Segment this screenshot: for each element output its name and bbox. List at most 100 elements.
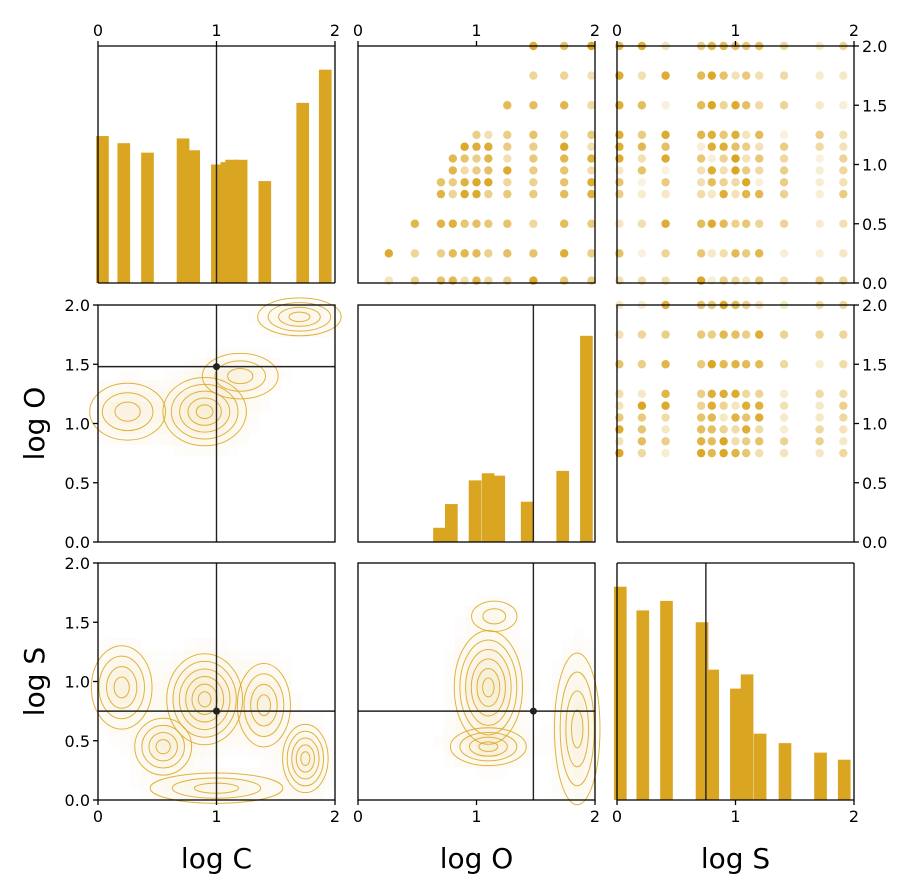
heat-cell <box>562 789 574 801</box>
heat-cell <box>205 681 217 693</box>
heat-cell <box>227 412 239 424</box>
heat-cell <box>173 724 185 736</box>
heat-cell <box>584 713 595 725</box>
scatter-point <box>637 448 647 458</box>
scatter-point <box>661 389 670 399</box>
heat-cell <box>97 423 109 435</box>
heat-cell <box>173 767 185 779</box>
hist-bar <box>141 152 154 283</box>
heat-cell <box>237 778 249 790</box>
heat-cell <box>444 725 455 736</box>
contour-line <box>214 360 266 392</box>
hist-bar <box>730 688 743 800</box>
heat-cell <box>454 638 466 650</box>
hist-bar <box>481 473 495 542</box>
scatter-point <box>448 249 457 258</box>
heat-cell <box>497 638 509 650</box>
heat-cell <box>227 713 239 725</box>
heat-cell <box>216 735 228 747</box>
heat-cell <box>509 628 520 639</box>
heat-cell <box>476 724 488 736</box>
heat-cell <box>519 692 531 704</box>
y-tick-label: 1.0 <box>65 415 90 434</box>
scatter-point <box>707 389 716 399</box>
contour-line <box>559 671 595 787</box>
scatter-point <box>741 178 751 187</box>
heat-cell <box>497 659 509 671</box>
scatter-point <box>815 249 824 258</box>
scatter-point <box>637 389 647 399</box>
scatter-point <box>696 142 706 151</box>
hist-bar <box>636 610 650 800</box>
heat-cell <box>151 412 163 424</box>
scatter-point <box>839 130 848 140</box>
scatter-point <box>460 189 469 199</box>
heat-cell <box>573 670 585 682</box>
heat-cell <box>152 660 163 671</box>
scatter-point <box>815 219 824 228</box>
scatter-point <box>529 189 538 199</box>
heat-cell <box>206 757 217 768</box>
heat-cell <box>259 659 271 671</box>
heat-cell <box>508 659 520 671</box>
scatter-point <box>731 413 740 422</box>
scatter-point <box>731 401 740 410</box>
heat-cell <box>519 670 531 682</box>
heat-cell <box>216 638 227 649</box>
heat-cell <box>248 369 260 381</box>
heat-cell <box>584 681 595 693</box>
hist-bar <box>445 504 458 542</box>
scatter-point <box>719 166 728 175</box>
scatter-point <box>661 154 670 163</box>
contour-line <box>114 401 141 422</box>
scatter-point <box>719 130 728 140</box>
scatter-point <box>815 166 824 175</box>
heat-cell <box>281 767 292 779</box>
contour-line <box>178 668 231 731</box>
heat-cell <box>163 370 174 381</box>
hist-bar <box>117 143 131 283</box>
scatter-point <box>637 142 647 151</box>
heat-cell <box>562 724 574 736</box>
x-tick-label: 1 <box>211 21 221 40</box>
hist-bar <box>814 752 827 800</box>
scatter-point <box>484 249 493 258</box>
scatter-point <box>484 189 493 199</box>
scatter-point <box>779 71 789 80</box>
heat-cell <box>260 402 271 413</box>
scatter-point <box>707 166 716 175</box>
heat-cell <box>152 434 163 445</box>
contour-line <box>185 676 225 723</box>
y-tick-label: 2.0 <box>862 37 887 56</box>
heat-cell <box>497 627 509 639</box>
hist-bar <box>468 480 482 542</box>
scatter-point <box>719 437 728 446</box>
contour-line <box>482 677 495 698</box>
heat-cell <box>444 682 455 693</box>
heat-cell <box>205 789 217 801</box>
scatter-point <box>460 154 469 163</box>
heat-cell <box>259 789 271 801</box>
hist-bar <box>234 159 248 283</box>
heat-cell <box>270 692 282 704</box>
scatter-point <box>460 142 469 151</box>
scatter-point <box>779 413 789 422</box>
scatter-point <box>707 178 716 187</box>
scatter-point <box>779 448 789 458</box>
heat-cell <box>162 713 174 725</box>
scatter-point <box>707 401 716 410</box>
heat-cell <box>173 380 185 392</box>
heat-cell <box>184 445 195 456</box>
scatter-point <box>587 154 596 163</box>
heat-cell <box>237 713 249 725</box>
scatter-point <box>779 425 789 434</box>
scatter-point <box>529 101 538 110</box>
heat-cell <box>227 445 238 456</box>
scatter-point <box>559 154 569 163</box>
y-tick-label: 0.0 <box>65 533 90 552</box>
heat-cell <box>184 369 195 381</box>
scatter-point <box>707 437 716 446</box>
scatter-point <box>696 401 706 410</box>
heat-cell <box>291 724 303 736</box>
x-tick-label: 0 <box>353 807 363 826</box>
